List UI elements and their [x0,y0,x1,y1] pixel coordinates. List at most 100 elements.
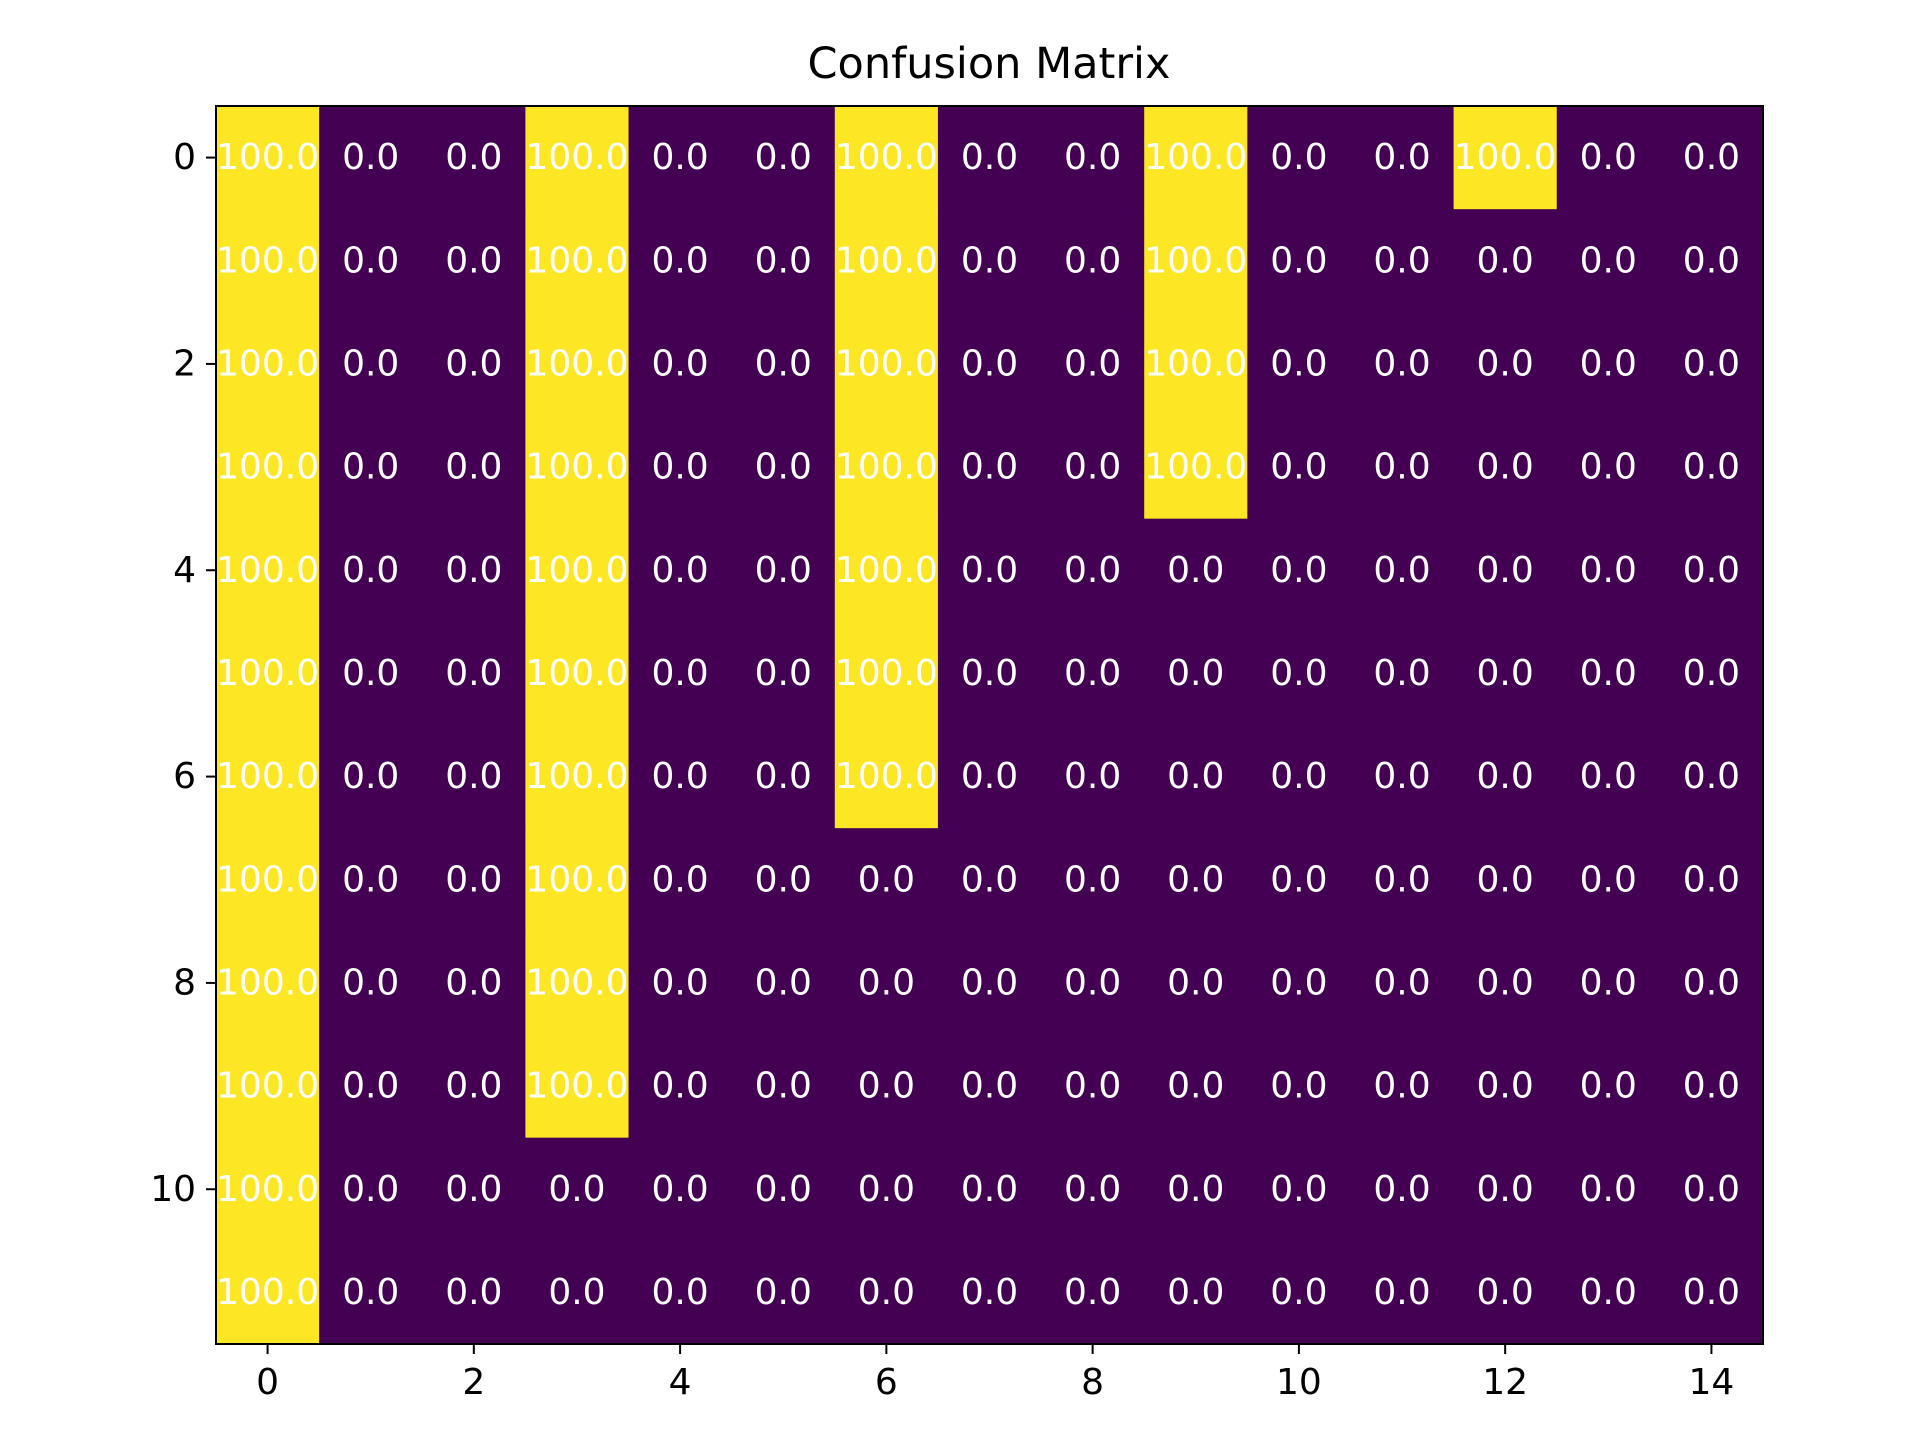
cell-value-label: 0.0 [1683,343,1740,384]
cell-value-label: 0.0 [1270,756,1327,797]
plot-frame [215,105,1764,1345]
y-tick-label: 6 [173,756,196,797]
heatmap-cell [1556,209,1661,313]
heatmap-cell [1247,828,1352,932]
heatmap-cell [216,518,320,623]
x-tick-label: 0 [256,1362,279,1403]
heatmap-cell [628,312,733,417]
cell-value-label: 0.0 [1270,240,1327,281]
cell-value-label: 100.0 [525,756,628,797]
heatmap-cell [1556,1240,1661,1345]
cell-value-label: 100.0 [216,550,319,591]
cell-value-label: 0.0 [1683,1169,1740,1210]
cell-value-label: 0.0 [755,859,812,900]
heatmap-cell [937,1137,1042,1242]
cell-value-label: 100.0 [525,1066,628,1107]
cell-value-label: 0.0 [755,550,812,591]
heatmap-cell [319,725,423,829]
cell-value-label: 0.0 [1167,653,1224,694]
cell-value-label: 100.0 [835,137,938,178]
cell-value-label: 0.0 [961,137,1018,178]
cell-value-label: 0.0 [1580,1169,1637,1210]
cell-value-label: 0.0 [1064,447,1121,488]
heatmap-cell [1556,312,1661,417]
cell-value-label: 0.0 [961,756,1018,797]
cell-value-label: 0.0 [1683,550,1740,591]
heatmap-cell [834,1240,939,1345]
heatmap-cell [1247,1240,1352,1345]
heatmap-cell [525,209,630,313]
cell-value-label: 0.0 [1580,962,1637,1003]
cell-value-label: 100.0 [216,1066,319,1107]
heatmap-cell [731,621,836,726]
cell-value-label: 100.0 [216,240,319,281]
heatmap-cell [1350,931,1455,1036]
heatmap-cell [937,1034,1042,1139]
heatmap-cell [1453,931,1558,1036]
cell-value-label: 0.0 [1477,447,1534,488]
heatmap-cell [731,415,836,520]
cell-value-label: 0.0 [342,962,399,1003]
cell-value-label: 100.0 [1144,343,1247,384]
cell-value-label: 100.0 [835,756,938,797]
heatmap-cell [628,931,733,1036]
heatmap-cell [422,106,526,210]
heatmap-cell [216,415,320,520]
heatmap-cell [1350,1034,1455,1139]
heatmap-cell [628,209,733,313]
heatmap-cell [1041,1034,1145,1139]
cell-value-label: 0.0 [651,859,708,900]
cell-value-label: 0.0 [651,1272,708,1313]
heatmap-cell [1144,1137,1248,1242]
heatmap-cell [216,106,320,210]
cell-value-label: 0.0 [651,1169,708,1210]
cell-value-label: 0.0 [445,653,502,694]
cell-value-label: 0.0 [1064,550,1121,591]
heatmap-cell [731,725,836,829]
heatmap-cell [834,725,939,829]
heatmap-cell [216,209,320,313]
cell-value-label: 0.0 [1064,1169,1121,1210]
heatmap-cell [937,415,1042,520]
cell-value-label: 0.0 [445,1272,502,1313]
cell-value-label: 100.0 [216,962,319,1003]
cell-value-label: 0.0 [961,343,1018,384]
heatmap-cell [1556,1137,1661,1242]
cell-value-label: 0.0 [445,550,502,591]
heatmap-cell [1453,1240,1558,1345]
heatmap-cell [937,209,1042,313]
cell-value-label: 0.0 [445,343,502,384]
heatmap-cell [628,621,733,726]
cell-value-label: 0.0 [1683,447,1740,488]
heatmap-cell [319,415,423,520]
cell-value-label: 100.0 [1144,240,1247,281]
heatmap-cell [1247,621,1352,726]
cell-value-label: 0.0 [1683,1066,1740,1107]
cell-value-label: 0.0 [1477,756,1534,797]
heatmap-cell [1144,1034,1248,1139]
heatmap-cell [319,621,423,726]
cell-value-label: 0.0 [1580,859,1637,900]
cell-value-label: 0.0 [548,1272,605,1313]
heatmap-cell [1350,415,1455,520]
heatmap-cell [422,415,526,520]
cell-value-label: 100.0 [835,447,938,488]
cell-value-label: 0.0 [1580,447,1637,488]
heatmap-cell [525,931,630,1036]
heatmap-cell [1556,415,1661,520]
heatmap-cell [1556,518,1661,623]
cell-value-label: 0.0 [445,137,502,178]
cell-value-label: 0.0 [651,240,708,281]
cell-value-label: 0.0 [1683,653,1740,694]
heatmap-cell [1453,725,1558,829]
cell-value-label: 0.0 [1477,653,1534,694]
heatmap-cell [1453,518,1558,623]
heatmap-cell [1453,106,1558,210]
cell-value-label: 0.0 [1064,1066,1121,1107]
cell-value-label: 100.0 [835,550,938,591]
cell-value-label: 0.0 [961,653,1018,694]
heatmap-cell [628,415,733,520]
heatmap-cell [937,621,1042,726]
heatmap-cell [1247,106,1352,210]
cell-value-label: 0.0 [755,1272,812,1313]
